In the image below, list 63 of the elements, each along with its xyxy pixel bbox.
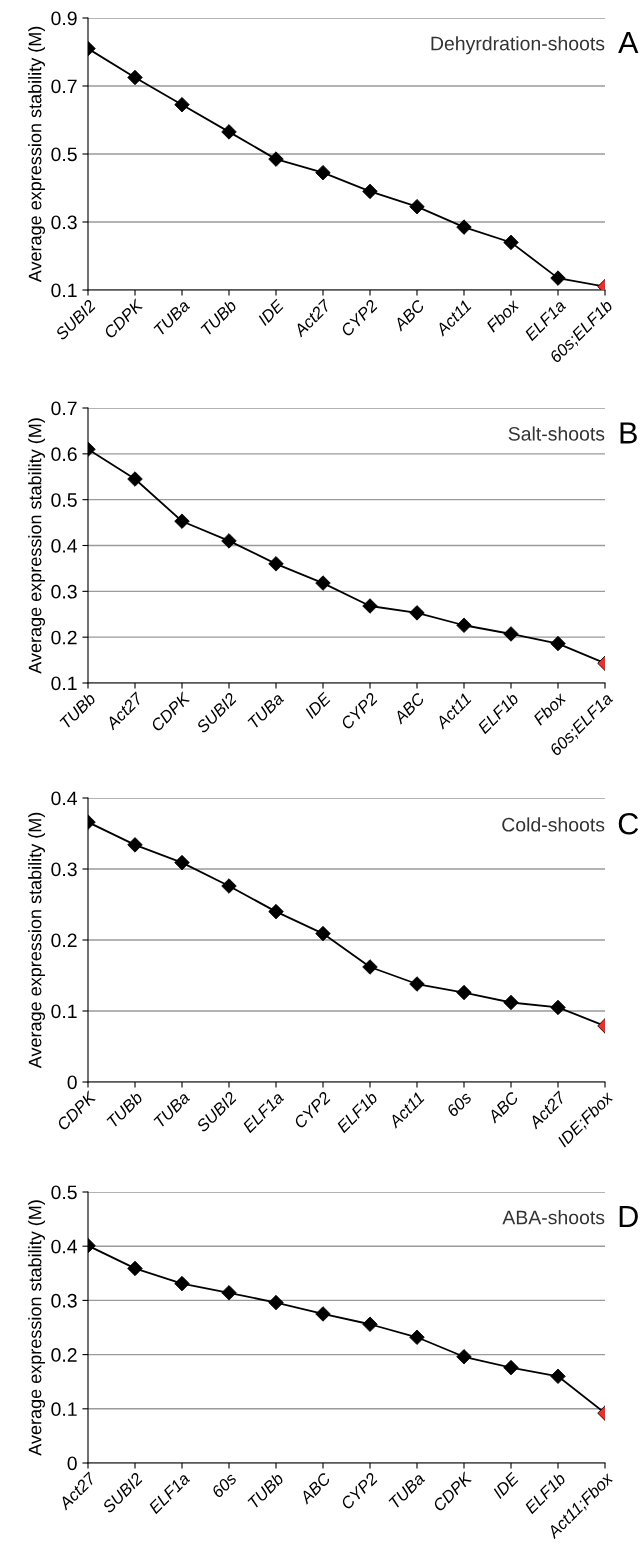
point [268,556,284,572]
y-tick-label: 0.3 [51,584,77,599]
x-tick-label: IDE [304,691,332,720]
chart-title: C [618,812,639,835]
y-tick-label: 0.4 [51,791,78,806]
point [362,959,378,975]
point [456,1349,472,1365]
annotation: ABA-shoots [502,1210,605,1225]
point [174,513,190,529]
y-tick-label: 0.3 [51,215,77,230]
y-axis-title: Average expression stability (M) [28,812,45,1069]
x-tick-label: 60s [210,1471,238,1499]
y-tick-label: 0.6 [51,447,77,462]
y-tick-label: 0.9 [51,11,77,26]
chart-title: B [620,422,637,444]
y-tick-label: 0.1 [51,283,77,298]
y-tick-label: 0.1 [51,1004,77,1019]
point [503,626,519,642]
y-tick-label: 0.5 [51,493,77,507]
point [456,219,472,235]
y-axis-title: Average expression stability (M) [28,26,45,283]
y-tick-label: 0 [67,1456,77,1471]
y-tick-label: 0.1 [51,676,77,691]
annotation: Dehyrdration-shoots [431,36,605,55]
y-tick-label: 0.4 [51,1239,78,1254]
y-tick-label: 0 [67,1075,77,1090]
point [221,1285,237,1301]
point [362,598,378,614]
point [409,605,425,621]
point [315,575,331,591]
annotation: Salt-shoots [508,426,605,441]
point [315,1306,331,1322]
y-tick-label: 0.5 [51,1185,77,1200]
y-tick-label: 0.3 [51,1293,77,1308]
point [127,471,143,487]
y-tick-label: 0.3 [51,862,77,877]
y-tick-label: 0.7 [51,79,77,94]
y-tick-label: 0.2 [51,1348,77,1362]
y-axis-title: Average expression stability (M) [28,1200,45,1456]
point [221,878,237,894]
point [456,617,472,633]
x-tick-label: 60s [445,1090,473,1118]
y-tick-label: 0.4 [51,538,78,553]
point [362,1316,378,1332]
point [127,837,143,853]
point [409,976,425,992]
x-tick-label: IDE [257,298,285,327]
point [221,533,237,549]
y-tick-label: 0.2 [51,630,77,645]
y-axis-title: Average expression stability (M) [28,418,45,674]
y-tick-label: 0.2 [51,933,77,948]
x-tick-label: IDE [492,1471,520,1500]
point [221,124,237,140]
annotation: Cold-shoots [502,817,605,832]
point [268,151,284,167]
y-tick-label: 0.7 [51,401,77,416]
chart-title: A [618,32,639,54]
point [550,1368,566,1384]
chart-title: D [619,1205,638,1227]
point [550,270,566,286]
y-tick-label: 0.1 [51,1402,77,1417]
point [409,1329,425,1345]
y-tick-label: 0.5 [51,147,77,162]
